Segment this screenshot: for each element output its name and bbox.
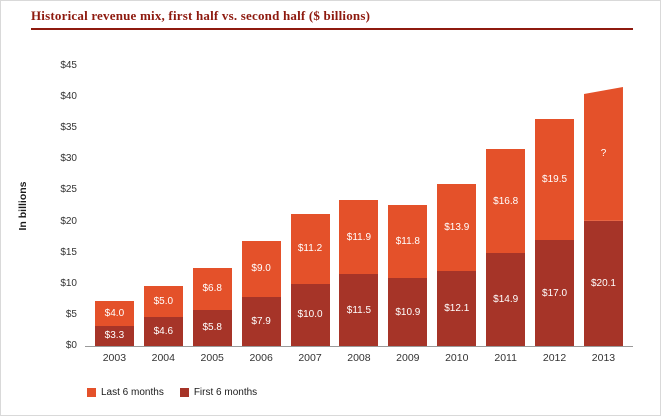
bar-column: $6.8 $5.8 (192, 267, 232, 346)
bar-segment-first-half: $17.0 (535, 240, 575, 346)
legend-item: Last 6 months (87, 387, 164, 398)
legend-item: First 6 months (179, 387, 258, 398)
bar-value-label: $9.0 (251, 263, 271, 275)
bar-segment-first-half: $3.3 (94, 325, 134, 346)
bar-value-label: $6.8 (202, 283, 222, 295)
bar-value-label: $14.9 (493, 294, 519, 306)
bar-segment-second-half: $5.0 (143, 286, 183, 318)
x-axis-label: 2011 (494, 352, 517, 364)
bar-value-label: $13.9 (444, 221, 470, 233)
y-tick-label: $0 (65, 340, 77, 351)
bar-value-label: $10.9 (395, 306, 421, 318)
legend-label: Last 6 months (101, 387, 164, 398)
bar-column: $11.9 $11.5 (339, 200, 379, 346)
bar-segment-second-half: $6.8 (192, 267, 232, 310)
page-title: Historical revenue mix, first half vs. s… (31, 8, 371, 23)
y-tick-label: $15 (60, 246, 77, 258)
bar-column: $5.0 $4.6 (143, 286, 183, 346)
bar-segment-first-half: $10.0 (290, 283, 330, 346)
legend-swatch (179, 388, 189, 397)
bar-value-label: $17.0 (542, 287, 568, 299)
x-axis-label: 2005 (200, 352, 224, 364)
bar-value-label: $3.3 (104, 330, 125, 342)
bar-value-label: $16.8 (493, 195, 519, 207)
y-tick-label: $5 (65, 308, 77, 320)
bar-value-label: ? (600, 148, 607, 160)
bar-segment-first-half: $5.8 (192, 309, 232, 346)
bar-value-label: $11.9 (346, 231, 372, 243)
y-tick-label: $45 (60, 60, 77, 71)
y-axis: $0 $5 $10 $15 $20 $25 $30 $35 $40 $45 (35, 60, 77, 351)
bar-value-label: $11.8 (395, 236, 420, 247)
x-axis-label: 2012 (542, 352, 567, 364)
bar-segment-second-half: $11.2 (290, 214, 330, 284)
bar-segment-second-half: $4.0 (94, 300, 134, 326)
bar-column: $11.2 $10.0 (290, 214, 330, 346)
bar-value-label: $4.6 (153, 326, 174, 338)
x-axis-label: 2010 (445, 352, 469, 364)
bar-value-label: $20.1 (590, 277, 616, 289)
bar-segment-first-half: $11.5 (339, 274, 379, 346)
x-axis-label: 2007 (298, 352, 322, 364)
bar-segment-first-half: $10.9 (388, 278, 428, 346)
bar-segment-second-half: $13.9 (437, 184, 477, 271)
x-axis: 2003 2004 2005 2006 2007 2008 2009 2010 2011 2012… (85, 352, 633, 364)
x-axis-label: 2008 (347, 352, 371, 364)
bar-value-label: $11.5 (346, 304, 372, 316)
plot-area: $4.0 $3.3 $5.0 $4.6 $6.8 $5.8 $9.0 $7.9 $11.2 $10… (85, 66, 633, 347)
y-tick-label: $20 (60, 215, 77, 227)
bar-segment-second-half: ? (583, 87, 623, 221)
bar-segment-second-half: $16.8 (486, 148, 526, 254)
x-axis-label: 2006 (249, 352, 273, 364)
bar-segment-first-half: $12.1 (437, 270, 477, 346)
y-axis-title: In billions (17, 181, 29, 231)
x-axis-label: 2009 (396, 352, 420, 364)
bar-segment-first-half: $7.9 (241, 296, 281, 346)
bar-value-label: $5.0 (153, 296, 174, 308)
bar-value-label: $19.5 (542, 174, 568, 186)
bar-segment-second-half: $19.5 (535, 118, 575, 241)
bar-value-label: $7.9 (251, 315, 271, 327)
bar-value-label: $12.1 (444, 302, 470, 314)
bar-segment-first-half: $4.6 (143, 317, 183, 346)
legend: Last 6 months First 6 months (87, 387, 257, 398)
y-tick-label: $35 (60, 122, 77, 134)
bar-segment-first-half: $14.9 (486, 253, 526, 346)
x-axis-label: 2013 (591, 352, 616, 364)
y-tick-label: $25 (60, 184, 77, 196)
bar-column: $11.8 $10.9 (388, 204, 428, 346)
bar-segment-second-half: $11.8 (388, 204, 428, 279)
title-rule (31, 28, 633, 30)
legend-swatch (87, 388, 96, 397)
y-tick-label: $10 (60, 277, 77, 289)
x-axis-label: 2004 (151, 352, 175, 364)
y-tick-label: $40 (60, 91, 77, 103)
bar-value-label: $10.0 (297, 309, 323, 321)
x-axis-label: 2003 (102, 352, 127, 364)
bar-segment-second-half: $9.0 (241, 240, 281, 297)
bar-segment-first-half: $20.1 (583, 220, 623, 346)
bar-segment-second-half: $11.9 (339, 200, 379, 275)
bar-column: $16.8 $14.9 (486, 148, 526, 346)
bar-column: $13.9 $12.1 (437, 184, 477, 346)
bar-column: $4.0 $3.3 (94, 300, 134, 346)
legend-label: First 6 months (193, 387, 258, 398)
bar-column: $9.0 $7.9 (241, 240, 281, 346)
bar-column: ? $20.1 (583, 87, 623, 346)
bar-value-label: $11.2 (297, 243, 323, 255)
bar-value-label: $4.0 (104, 307, 125, 319)
bar-column: $19.5 $17.0 (535, 118, 575, 346)
bar-value-label: $5.8 (202, 322, 222, 334)
y-tick-label: $30 (60, 153, 77, 165)
